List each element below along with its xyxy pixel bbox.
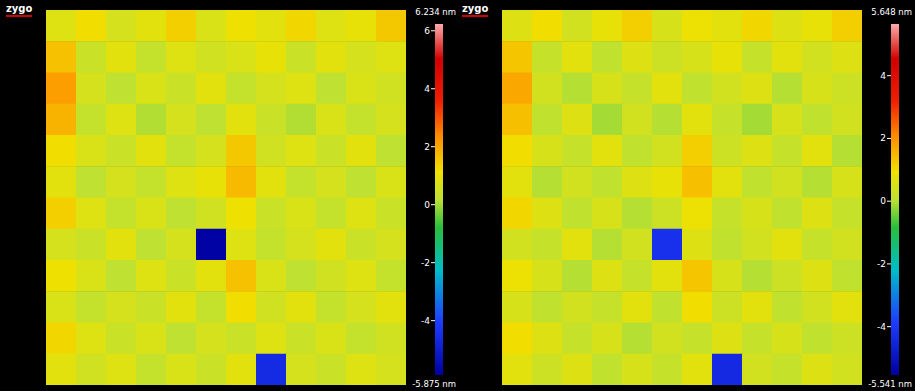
html-text:zygo: zygo <box>6 3 33 14</box>
svg-text:6: 6 <box>424 26 430 36</box>
svg-text:6.234 nm: 6.234 nm <box>415 7 456 17</box>
svg-text:-5.875 nm: -5.875 nm <box>412 379 456 389</box>
svg-text:-4: -4 <box>877 322 886 332</box>
svg-text:-2: -2 <box>877 259 886 269</box>
svg-text:0: 0 <box>880 196 886 206</box>
svg-text:-4: -4 <box>421 316 430 326</box>
svg-text:5.648 nm: 5.648 nm <box>871 7 912 17</box>
svg-text:0: 0 <box>424 200 430 210</box>
svg-text:2: 2 <box>880 133 886 143</box>
svg-text:4: 4 <box>880 71 886 81</box>
svg-text:4: 4 <box>424 84 430 94</box>
html-text:zygo: zygo <box>462 3 489 14</box>
svg-text:-2: -2 <box>421 258 430 268</box>
svg-text:2: 2 <box>424 142 430 152</box>
svg-text:-5.541 nm: -5.541 nm <box>868 379 912 389</box>
